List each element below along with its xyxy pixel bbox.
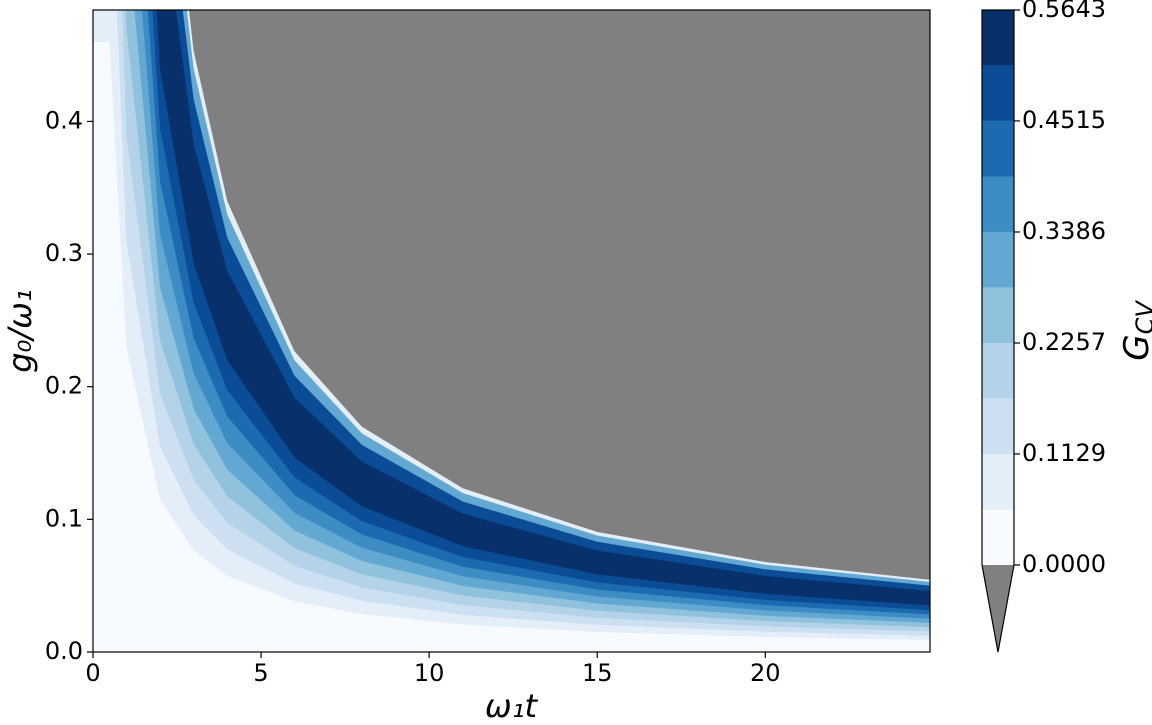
colorbar-label-base: G	[1117, 334, 1152, 360]
y-tick-label: 0.2	[45, 372, 83, 400]
y-tick-label: 0.3	[45, 239, 83, 267]
colorbar-cell	[982, 453, 1014, 510]
colorbar-cell	[982, 343, 1014, 399]
x-axis-label: ω₁t	[485, 687, 539, 725]
colorbar-cell	[982, 10, 1014, 66]
x-tick-label: 15	[582, 659, 613, 687]
y-tick-label: 0.1	[45, 504, 83, 532]
colorbar-label: GCV	[1117, 300, 1152, 361]
plot-area	[93, 10, 930, 652]
colorbar-tick-label: 0.2257	[1022, 328, 1106, 356]
colorbar-cell	[982, 231, 1014, 288]
y-axis-label: g₀/ω₁	[1, 289, 39, 373]
colorbar-label-sub: CV	[1131, 300, 1152, 335]
colorbar-cell	[982, 287, 1014, 344]
x-tick-label: 10	[414, 659, 445, 687]
x-tick-label: 20	[750, 659, 781, 687]
colorbar-tick-label: 0.5643	[1022, 0, 1106, 23]
colorbar-tick-label: 0.4515	[1022, 106, 1106, 134]
colorbar-cell	[982, 176, 1014, 232]
colorbar-tick-label: 0.0000	[1022, 550, 1106, 578]
colorbar-cell	[982, 509, 1014, 565]
colorbar-extend	[982, 565, 1014, 652]
x-tick-label: 0	[85, 659, 100, 687]
colorbar-tick-label: 0.3386	[1022, 217, 1106, 245]
contour-region	[189, 10, 930, 580]
colorbar-frame	[981, 9, 1015, 653]
x-tick-label: 5	[253, 659, 268, 687]
colorbar-cell	[982, 398, 1014, 454]
colorbar-cell	[982, 65, 1014, 121]
y-tick-label: 0.0	[45, 637, 83, 665]
y-tick-label: 0.4	[45, 106, 83, 134]
colorbar-cell	[982, 120, 1014, 177]
colorbar-tick-label: 0.1129	[1022, 439, 1106, 467]
axes-frame	[92, 9, 931, 653]
